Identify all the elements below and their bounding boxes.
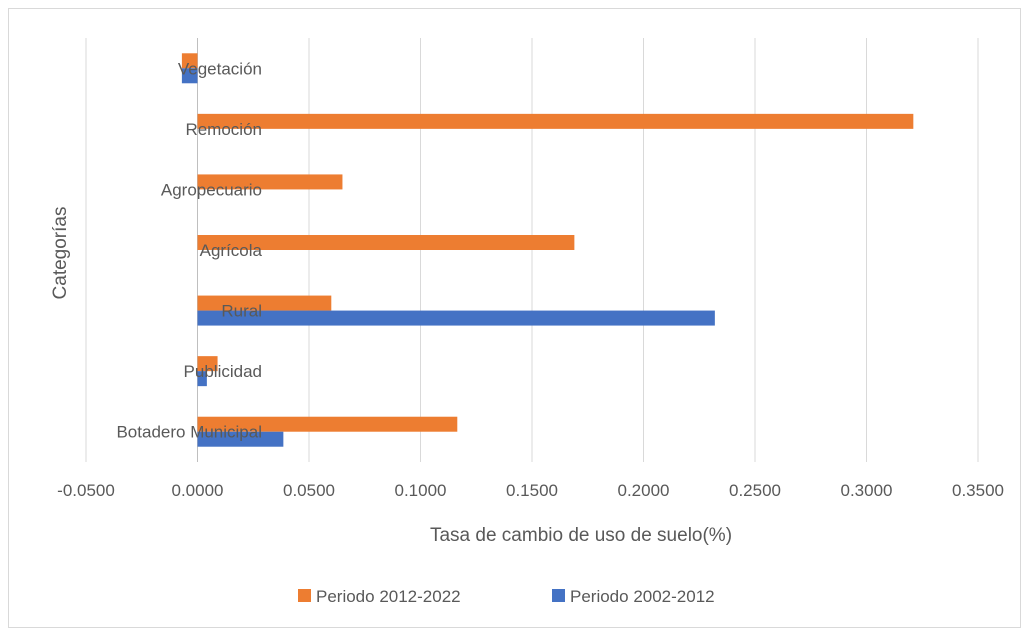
bar bbox=[197, 310, 715, 326]
x-tick-label: 0.0500 bbox=[283, 481, 335, 500]
y-axis-title: Categorías bbox=[50, 207, 71, 300]
bar bbox=[197, 235, 575, 250]
category-label: Agropecuario bbox=[161, 180, 262, 199]
category-label: Rural bbox=[221, 302, 262, 321]
x-tick-label: 0.2500 bbox=[729, 481, 781, 500]
category-label: Vegetación bbox=[178, 59, 262, 78]
x-axis-title: Tasa de cambio de uso de suelo(%) bbox=[430, 525, 732, 546]
gridlines bbox=[85, 38, 979, 462]
category-label: Agrícola bbox=[200, 241, 263, 260]
bar bbox=[197, 371, 207, 387]
x-tick-label: 0.0000 bbox=[172, 481, 224, 500]
x-tick-label: 0.2000 bbox=[618, 481, 670, 500]
category-labels: Vegetación Remoción Agropecuario Agrícola Ru… bbox=[116, 59, 262, 441]
bar bbox=[197, 174, 343, 190]
x-tick-label: 0.3000 bbox=[841, 481, 893, 500]
bar bbox=[197, 416, 458, 432]
x-tick-label: -0.0500 bbox=[57, 481, 115, 500]
legend: Periodo 2012-2022 Periodo 2002-2012 bbox=[298, 587, 715, 606]
legend-label: Periodo 2012-2022 bbox=[316, 587, 461, 606]
bar bbox=[181, 53, 198, 69]
legend-label: Periodo 2002-2012 bbox=[570, 587, 715, 606]
x-tick-labels: -0.0500 0.0000 0.0500 0.1000 0.1500 0.2000 0.2… bbox=[57, 481, 1004, 500]
bar bbox=[197, 431, 284, 447]
x-tick-label: 0.1000 bbox=[395, 481, 447, 500]
x-tick-label: 0.3500 bbox=[952, 481, 1004, 500]
legend-swatch bbox=[298, 589, 311, 602]
x-tick-label: 0.1500 bbox=[506, 481, 558, 500]
bar bbox=[197, 295, 332, 311]
category-label: Publicidad bbox=[184, 362, 262, 381]
category-label: Remoción bbox=[185, 120, 262, 139]
bar bbox=[197, 113, 914, 129]
legend-swatch bbox=[552, 589, 565, 602]
bar bbox=[197, 356, 218, 372]
bars bbox=[181, 53, 914, 447]
bar bbox=[181, 68, 198, 84]
category-label: Botadero Municipal bbox=[116, 423, 262, 442]
